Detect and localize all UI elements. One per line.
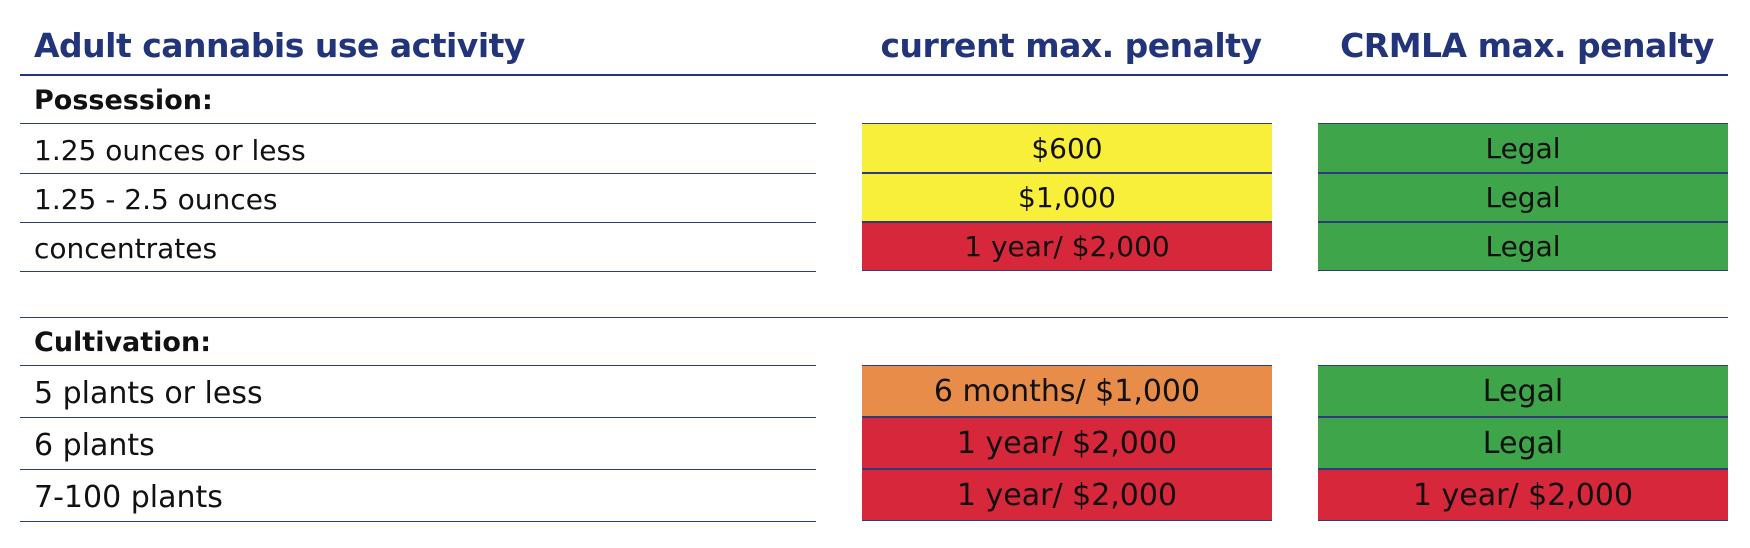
crmla-penalty-cell: Legal [1318,173,1728,222]
row-label: 6 plants [34,428,155,463]
divider [20,123,816,124]
divider [20,521,816,522]
divider [20,222,816,223]
crmla-penalty-cell: Legal [1318,222,1728,271]
divider [20,417,816,418]
row-label: 5 plants or less [34,376,263,411]
crmla-penalty-cell: Legal [1318,417,1728,469]
crmla-penalty-cell: Legal [1318,123,1728,173]
section-title-possession: Possession: [34,85,213,116]
divider [20,271,816,272]
row-label: concentrates [34,232,218,265]
section-separator [20,317,1728,318]
divider [20,365,816,366]
section-title-cultivation: Cultivation: [34,327,212,358]
divider [20,173,816,174]
header-rule [20,74,1728,76]
current-penalty-cell: 6 months/ $1,000 [862,365,1272,417]
divider [20,469,816,470]
header-activity: Adult cannabis use activity [34,26,525,65]
current-penalty-cell: 1 year/ $2,000 [862,417,1272,469]
header-current-penalty: current max. penalty [880,26,1262,65]
current-penalty-cell: $600 [862,123,1272,173]
row-label: 1.25 ounces or less [34,134,306,167]
crmla-penalty-cell: Legal [1318,365,1728,417]
row-label: 7-100 plants [34,480,223,515]
row-label: 1.25 - 2.5 ounces [34,183,278,216]
header-crmla-penalty: CRMLA max. penalty [1340,26,1714,65]
current-penalty-cell: 1 year/ $2,000 [862,469,1272,521]
crmla-penalty-cell: 1 year/ $2,000 [1318,469,1728,521]
current-penalty-cell: 1 year/ $2,000 [862,222,1272,271]
current-penalty-cell: $1,000 [862,173,1272,222]
